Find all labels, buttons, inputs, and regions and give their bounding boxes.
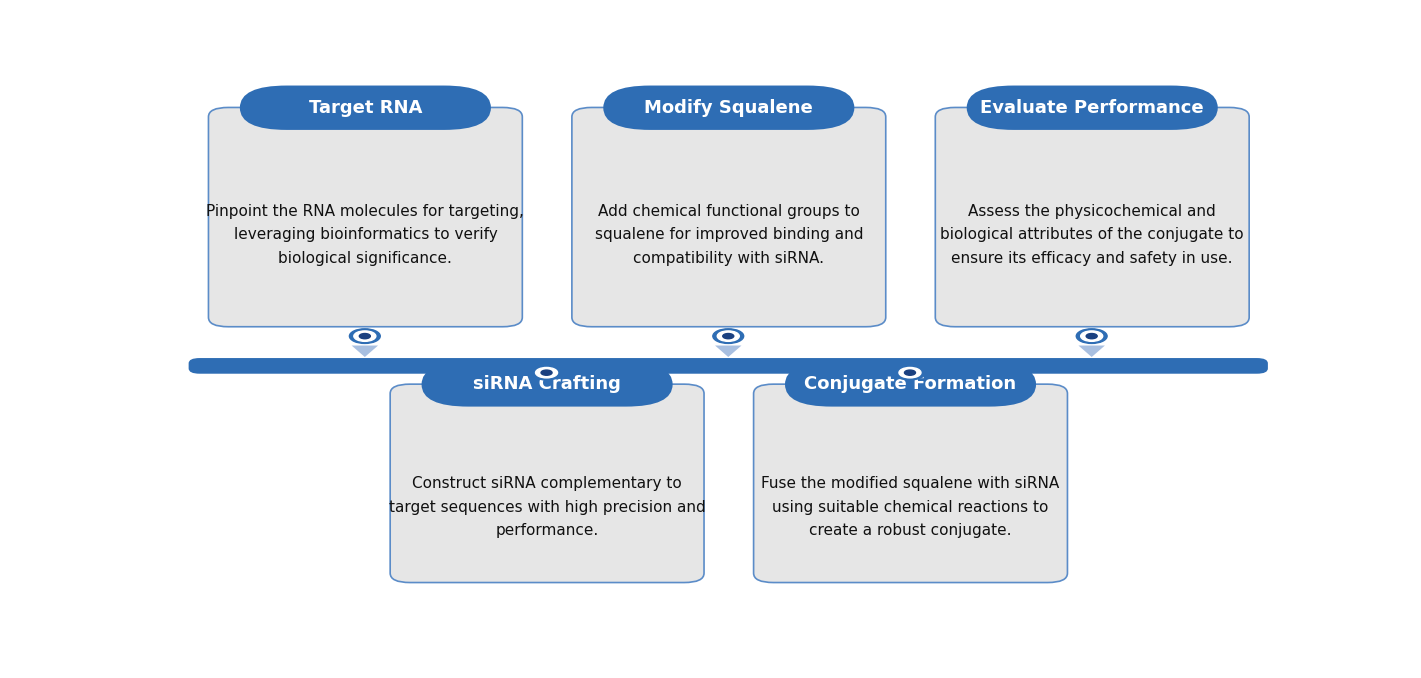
Polygon shape: [1079, 346, 1106, 357]
Circle shape: [360, 334, 371, 339]
Circle shape: [354, 331, 375, 341]
Text: Construct siRNA complementary to
target sequences with high precision and
perfor: Construct siRNA complementary to target …: [389, 476, 705, 538]
Text: Pinpoint the RNA molecules for targeting,
leveraging bioinformatics to verify
bi: Pinpoint the RNA molecules for targeting…: [206, 203, 524, 266]
Circle shape: [723, 334, 733, 339]
FancyBboxPatch shape: [966, 85, 1218, 130]
Circle shape: [1076, 329, 1107, 344]
Circle shape: [536, 367, 557, 378]
Text: Assess the physicochemical and
biological attributes of the conjugate to
ensure : Assess the physicochemical and biologica…: [941, 203, 1243, 266]
FancyBboxPatch shape: [604, 85, 854, 130]
Circle shape: [350, 329, 381, 344]
Text: Fuse the modified squalene with siRNA
using suitable chemical reactions to
creat: Fuse the modified squalene with siRNA us…: [762, 476, 1060, 538]
FancyBboxPatch shape: [571, 108, 885, 327]
Circle shape: [895, 365, 925, 380]
FancyBboxPatch shape: [422, 362, 672, 407]
Circle shape: [1080, 331, 1103, 341]
FancyBboxPatch shape: [209, 108, 523, 327]
Circle shape: [904, 370, 915, 376]
Text: Add chemical functional groups to
squalene for improved binding and
compatibilit: Add chemical functional groups to squale…: [594, 203, 863, 266]
FancyBboxPatch shape: [240, 85, 490, 130]
Circle shape: [1086, 334, 1097, 339]
Circle shape: [531, 365, 561, 380]
Polygon shape: [715, 346, 742, 357]
Polygon shape: [897, 363, 924, 375]
FancyBboxPatch shape: [391, 384, 703, 582]
Text: Target RNA: Target RNA: [308, 99, 422, 117]
Text: Evaluate Performance: Evaluate Performance: [980, 99, 1204, 117]
Text: siRNA Crafting: siRNA Crafting: [473, 376, 621, 393]
Circle shape: [541, 370, 553, 376]
FancyBboxPatch shape: [189, 358, 1268, 374]
Circle shape: [713, 329, 743, 344]
FancyBboxPatch shape: [935, 108, 1249, 327]
Polygon shape: [533, 363, 560, 375]
Circle shape: [718, 331, 739, 341]
Circle shape: [899, 367, 921, 378]
FancyBboxPatch shape: [784, 362, 1036, 407]
Text: Modify Squalene: Modify Squalene: [645, 99, 813, 117]
Polygon shape: [351, 346, 378, 357]
FancyBboxPatch shape: [753, 384, 1067, 582]
Text: Conjugate Formation: Conjugate Formation: [804, 376, 1016, 393]
